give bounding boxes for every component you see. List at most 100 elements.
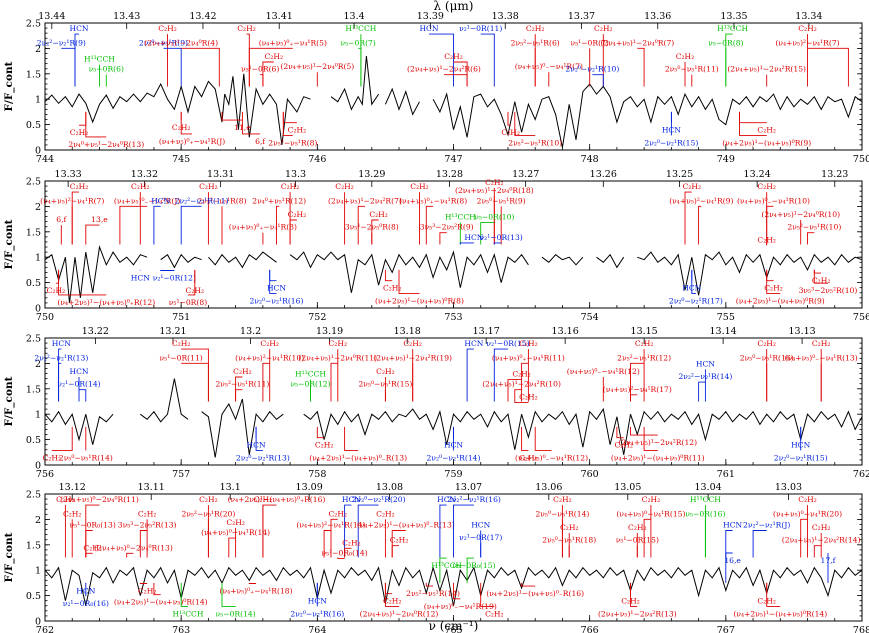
line-label: C₂H₂ <box>254 495 273 504</box>
line-label: C₂H₂ <box>376 509 395 518</box>
x-tick-label: 748 <box>581 154 599 165</box>
x-tick-label: 759 <box>444 469 462 480</box>
y-tick-label: 1.5 <box>26 227 41 238</box>
label-leader <box>269 269 277 282</box>
line-label: (ν₄+ν₅)⁰₊−ν₄¹R(5) <box>259 38 327 47</box>
line-label: ν₂¹−0R(13) <box>480 233 523 242</box>
y-tick-label: 2.5 <box>26 334 41 345</box>
label-leader <box>85 224 100 245</box>
label-leader <box>766 269 781 294</box>
line-label: ν₅−0R(8) <box>708 38 743 47</box>
top-tick-label: 13.14 <box>710 326 737 337</box>
y-tick-label: 0.5 <box>26 591 41 602</box>
label-leader <box>357 504 379 558</box>
line-label: 2ν₅⁰−ν₅¹R(18) <box>542 536 596 545</box>
line-label: C₂H₂ <box>676 52 695 61</box>
x-tick-label: 761 <box>717 469 735 480</box>
x-tick-label: 746 <box>308 154 326 165</box>
line-label: HCN <box>52 339 71 348</box>
line-label: 2ν₅⁰−ν₅¹R(14) <box>535 509 589 518</box>
panel-2: 0 0.5 1 1.5 2 2.5 750 751 752 753 754 755 756 13.33 13… <box>3 169 869 323</box>
top-tick-label: 13.37 <box>568 11 595 22</box>
line-label: (2ν₄+ν₅)¹−2ν₄²R(7) <box>328 196 402 205</box>
line-label: 2ν₂⁰−ν₂¹R(17) <box>669 296 723 305</box>
top-tick-label: 13.19 <box>316 326 343 337</box>
label-leader <box>425 205 434 245</box>
line-label: C₂H₂ <box>485 178 504 187</box>
line-label: 3ν₅³−2ν₅²R(10) <box>799 286 858 295</box>
line-label: H¹³CCH <box>690 495 721 504</box>
line-label: H¹³CCH <box>172 609 203 618</box>
x-tick-label: 763 <box>172 625 190 633</box>
line-label: ν₂¹−0R(12) <box>153 274 196 283</box>
label-leader <box>58 362 62 402</box>
x-tick-label: 752 <box>308 312 326 323</box>
line-label: HCN <box>437 495 456 504</box>
label-leader <box>344 547 352 558</box>
top-tick-label: 13.29 <box>358 169 385 180</box>
line-label: 2ν₅⁰−ν₅¹R(15) <box>358 380 412 389</box>
line-label: C₂H₂ <box>383 284 402 293</box>
line-label: (ν₄+2ν₅)¹−(ν₄+ν₅)⁰₋R(16) <box>486 589 584 598</box>
line-label: 2ν₅²−ν₅¹R(8) <box>197 196 246 205</box>
line-label: (ν₄+2ν₅)¹−(ν₄+ν₅)⁰₊R(16) <box>228 495 326 504</box>
line-label: (2ν₄+ν₅)¹−2ν₄⁰R(4) <box>144 38 218 47</box>
top-tick-label: 13.34 <box>795 11 822 22</box>
label-leader <box>181 362 209 402</box>
label-leader <box>282 111 293 136</box>
top-axis-label: λ (μm) <box>434 0 474 13</box>
line-label: 17,f <box>821 556 837 565</box>
label-leader <box>466 557 474 583</box>
label-leader <box>61 47 76 87</box>
label-leader <box>480 582 495 607</box>
line-label: 2ν₅²−ν₅¹R(12) <box>617 353 671 362</box>
line-label: 2ν₅²−ν₅¹R(14) <box>406 589 460 598</box>
y-tick-label: 0 <box>35 304 41 315</box>
line-label: 2ν₅⁰−ν₅¹R(16) <box>740 353 794 362</box>
x-tick-label: 756 <box>36 469 54 480</box>
label-leader <box>79 389 87 402</box>
line-label: (ν₄+2ν₅)¹−(ν₄+ν₅)⁰R(8) <box>375 296 464 305</box>
line-label: HCN <box>151 196 170 205</box>
line-label: C₂H₂ <box>369 210 388 219</box>
line-label: 2ν₅⁰−ν₅¹R(11) <box>665 65 719 74</box>
line-label: ν₅¹−0R₀(13) <box>70 520 116 529</box>
line-label: C₂H₂ <box>614 441 633 450</box>
line-label: C₂H₂ <box>288 210 307 219</box>
line-label: (ν₄+ν₅)²−ν₄¹R(14) <box>296 520 365 529</box>
top-tick-label: 13.42 <box>189 11 216 22</box>
line-label: C₂H₂ <box>512 370 531 379</box>
x-tick-label: 766 <box>581 625 599 633</box>
label-leader <box>521 426 529 451</box>
label-leader <box>344 504 352 558</box>
label-leader <box>425 582 434 587</box>
top-tick-label: 13.06 <box>535 482 562 493</box>
line-label: 2ν₂²−ν₂¹R(J) <box>743 520 790 529</box>
label-leader <box>698 381 706 402</box>
panel-1: 0 0.5 1 1.5 2 2.5 744 745 746 747 748 749 750 13.44 13… <box>3 11 869 165</box>
label-leader <box>330 362 338 402</box>
label-leader <box>698 205 702 245</box>
label-leader <box>119 205 148 245</box>
label-leader <box>248 47 293 87</box>
line-label: 3ν₅³−2ν₅²R(9) <box>420 223 474 232</box>
label-leader <box>139 530 148 558</box>
line-label: (ν₄+2ν₅)¹−(ν₄+ν₅)⁰₋R(13) <box>309 453 407 462</box>
line-label: 2ν₂⁰−ν₂¹R(16) <box>290 609 344 618</box>
label-leader <box>453 504 474 558</box>
label-leader <box>807 47 849 87</box>
top-tick-label: 13.17 <box>473 326 500 337</box>
line-label: C₂H₂ <box>757 126 776 135</box>
line-label: C₂H₂ <box>501 128 520 137</box>
label-leader <box>85 530 93 558</box>
line-label: C₂H₂ <box>237 24 256 33</box>
label-leader <box>126 552 134 558</box>
line-label: C₂H₂ <box>199 495 218 504</box>
line-label: 2ν₂⁰−ν₂¹R(15) <box>774 453 828 462</box>
label-leader <box>507 111 511 126</box>
label-leader <box>429 33 454 87</box>
line-label: 3ν₅¹−2ν₅⁰R(8) <box>345 223 399 232</box>
line-label: 2ν₅⁰−ν₅¹R(9) <box>477 196 526 205</box>
x-tick-label: 756 <box>853 312 869 323</box>
